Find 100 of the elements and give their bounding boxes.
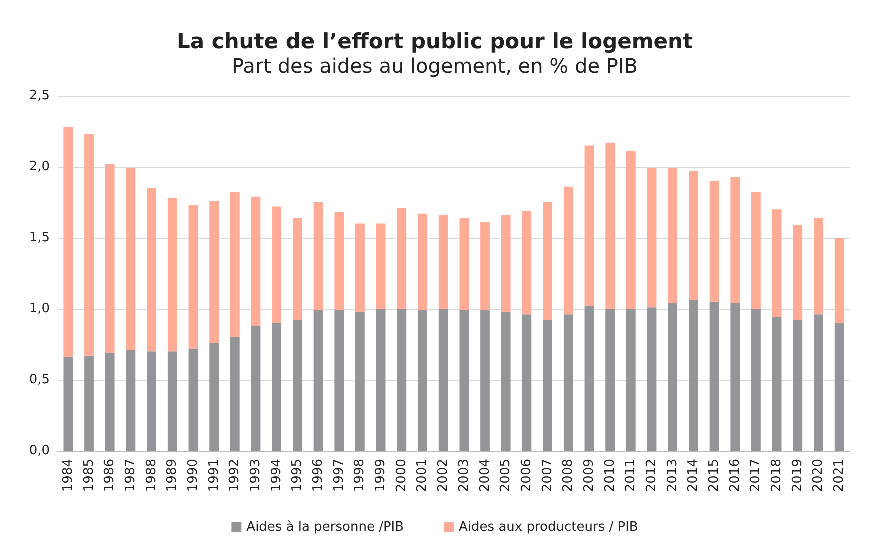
y-tick-label: 1,0 (29, 302, 50, 316)
y-tick-label: 0,5 (29, 372, 50, 388)
x-tick-label: 1994 (269, 459, 284, 492)
bar (814, 314, 824, 451)
bar (84, 134, 94, 356)
x-tick-label: 1985 (82, 459, 97, 492)
x-tick-label: 2017 (748, 459, 764, 492)
x-tick-label: 2002 (436, 459, 452, 492)
bar (438, 215, 448, 309)
bar (356, 224, 365, 312)
x-tick-label: 2000 (394, 459, 410, 492)
x-tick-label: 2001 (415, 459, 430, 492)
bar (84, 356, 94, 451)
bar (772, 318, 782, 451)
bar (480, 222, 490, 310)
x-tick-label: 2020 (811, 459, 826, 492)
bar (710, 302, 720, 451)
bar (64, 357, 74, 451)
bar (251, 326, 261, 451)
bar (584, 306, 594, 451)
x-tick-label: 2018 (770, 459, 785, 492)
bar (230, 192, 240, 338)
bar (814, 218, 824, 315)
bar (418, 214, 428, 310)
x-tick-label: 2008 (561, 459, 576, 492)
bar (834, 238, 844, 324)
bar (543, 202, 552, 320)
x-tick-label: 2015 (707, 459, 722, 492)
x-tick-label: 2016 (728, 459, 743, 492)
bar (688, 171, 698, 300)
legend-label: Aides à la personne /PIB (246, 520, 404, 535)
bar (543, 320, 552, 451)
bar (564, 186, 574, 315)
x-tick-label: 1998 (352, 459, 368, 492)
bar (272, 206, 282, 324)
x-tick-label: 1997 (332, 459, 347, 492)
bar (126, 350, 136, 451)
bar (626, 151, 636, 309)
x-tick-label: 1984 (60, 459, 76, 492)
x-tick-label: 2019 (790, 459, 806, 492)
x-tick-label: 1991 (206, 459, 222, 492)
y-tick-label: 2,5 (29, 88, 50, 104)
bar (522, 314, 532, 451)
bar (752, 309, 761, 451)
y-tick-label: 2,0 (29, 160, 50, 174)
x-tick-label: 2004 (478, 459, 493, 492)
x-tick-label: 1988 (144, 459, 160, 492)
y-tick-label: 0,0 (29, 444, 50, 458)
x-tick-label: 2014 (686, 459, 702, 492)
x-tick-label: 1992 (228, 459, 243, 492)
bar (460, 218, 470, 310)
bar (668, 303, 678, 451)
bar (230, 337, 240, 451)
x-tick-label: 2005 (498, 459, 514, 492)
x-tick-label: 1995 (290, 459, 306, 492)
bar (64, 127, 74, 358)
bar (292, 320, 302, 451)
bar (626, 309, 636, 451)
bar (688, 300, 698, 451)
x-tick-label: 2003 (456, 459, 472, 492)
x-tick-label: 1989 (165, 459, 180, 492)
y-tick-label: 1,5 (29, 230, 50, 246)
bar (730, 176, 740, 304)
x-tick-label: 2021 (832, 459, 848, 492)
bar (834, 323, 844, 451)
x-tick-label: 1986 (102, 459, 118, 492)
x-tick-label: 1996 (311, 459, 326, 492)
x-tick-label: 2010 (602, 459, 618, 492)
bar (188, 348, 198, 451)
bar (501, 215, 511, 312)
bar (147, 188, 156, 352)
x-tick-label: 2011 (624, 459, 639, 492)
chart-subtitle: Part des aides au logement, en % de PIB (232, 54, 638, 78)
x-tick-label: 1993 (248, 459, 264, 492)
bar (397, 309, 407, 451)
bar (564, 314, 574, 451)
bar (772, 210, 782, 318)
bar (356, 312, 365, 451)
bar (606, 309, 616, 451)
bar (126, 168, 136, 350)
bar (105, 353, 115, 451)
bar (168, 198, 178, 352)
x-tick-label: 2012 (644, 459, 660, 492)
bar (334, 212, 344, 310)
bar (210, 201, 220, 344)
bar (793, 320, 803, 451)
bar (480, 310, 490, 451)
bar (752, 192, 761, 309)
bar (418, 310, 428, 451)
chart-title: La chute de l’effort public pour le logement (177, 30, 693, 54)
bar (334, 310, 344, 451)
bar (292, 218, 302, 320)
x-tick-label: 2013 (665, 459, 680, 492)
x-tick-label: 2006 (519, 459, 534, 492)
bar (793, 225, 803, 320)
bar (210, 343, 220, 451)
legend-label: Aides aux producteurs / PIB (459, 520, 638, 535)
bar (314, 202, 324, 310)
bar (584, 146, 594, 306)
bar (460, 310, 470, 451)
